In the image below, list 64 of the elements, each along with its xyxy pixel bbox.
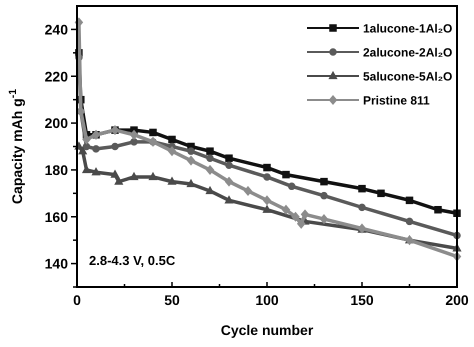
point xyxy=(82,166,91,174)
point xyxy=(358,204,366,212)
point xyxy=(111,142,119,150)
x-tick-label: 0 xyxy=(73,292,82,308)
point xyxy=(225,161,233,169)
point xyxy=(320,178,328,186)
point xyxy=(434,206,442,214)
point xyxy=(206,154,214,162)
point xyxy=(82,142,90,150)
point xyxy=(377,190,385,198)
point xyxy=(148,172,158,180)
point xyxy=(282,170,290,178)
point xyxy=(300,210,310,220)
point xyxy=(224,176,234,186)
point xyxy=(406,218,414,226)
point xyxy=(263,173,271,181)
point xyxy=(186,180,196,188)
point xyxy=(320,192,328,200)
point xyxy=(224,196,234,204)
point xyxy=(263,164,271,172)
x-tick-label: 200 xyxy=(445,292,469,308)
point xyxy=(358,184,366,192)
point xyxy=(149,128,157,136)
point xyxy=(291,212,300,222)
point xyxy=(130,138,138,146)
point xyxy=(282,205,290,214)
point xyxy=(82,134,91,144)
point xyxy=(288,182,296,190)
point xyxy=(206,147,214,155)
point xyxy=(320,214,328,224)
point xyxy=(297,219,306,228)
point xyxy=(244,186,252,196)
point xyxy=(187,147,195,155)
x-tick-label: 100 xyxy=(255,292,279,308)
legend-label: 5alucone-5Al₂O xyxy=(363,70,452,84)
y-tick-label: 200 xyxy=(44,115,68,132)
point xyxy=(168,177,176,185)
point xyxy=(262,205,272,213)
y-tick-label: 140 xyxy=(44,256,68,272)
x-tick-label: 150 xyxy=(350,292,374,308)
y-tick-label: 160 xyxy=(44,208,68,225)
x-axis-title: Cycle number xyxy=(220,322,314,338)
point xyxy=(114,177,123,185)
point xyxy=(168,136,176,144)
point xyxy=(206,165,214,175)
x-tick-label: 50 xyxy=(164,292,180,308)
point xyxy=(92,145,100,153)
legend-label: 1alucone-1Al₂O xyxy=(363,22,452,36)
point xyxy=(168,146,176,156)
point xyxy=(262,196,272,206)
y-tick-label: 220 xyxy=(44,68,68,84)
point xyxy=(92,168,100,176)
y-tick-label: 180 xyxy=(44,162,68,178)
point xyxy=(130,130,138,140)
annotation: 2.8-4.3 V, 0.5C xyxy=(89,253,176,268)
legend-label: 2alucone-2Al₂O xyxy=(363,46,452,60)
legend-label: Pristine 811 xyxy=(363,94,430,108)
point xyxy=(130,172,138,180)
point xyxy=(78,146,87,154)
point xyxy=(110,170,120,178)
point xyxy=(406,196,414,204)
point xyxy=(186,156,196,166)
point xyxy=(225,154,233,162)
y-tick-label: 240 xyxy=(44,21,68,38)
